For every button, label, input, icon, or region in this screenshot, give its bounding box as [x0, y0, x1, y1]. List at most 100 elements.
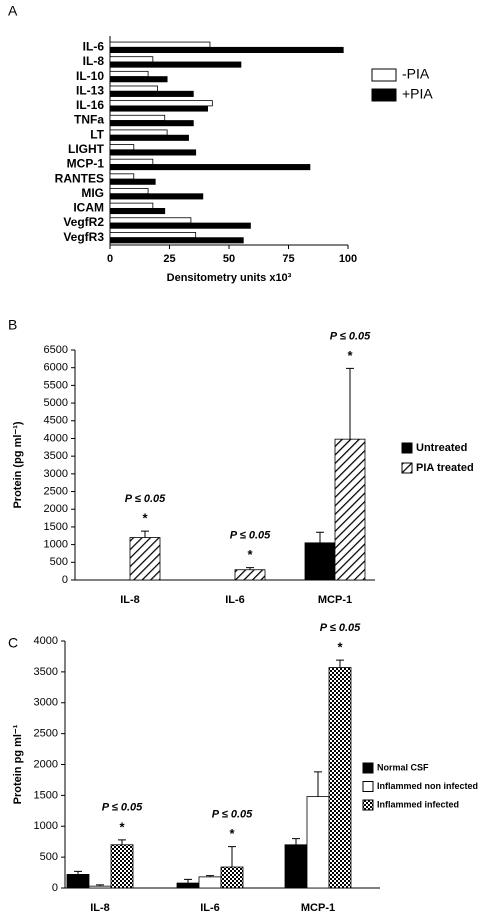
bar — [328, 667, 352, 889]
x-tick-label: MCP-1 — [318, 594, 352, 606]
bar — [109, 76, 168, 83]
bar — [109, 120, 194, 127]
error-bar — [141, 530, 149, 538]
bar — [109, 173, 135, 180]
y-tick-label: 5000 — [44, 397, 68, 409]
bar — [109, 178, 156, 185]
significance-star: * — [142, 511, 148, 526]
bar — [334, 438, 366, 581]
y-tick-label: 0 — [62, 574, 68, 586]
y-tick-label: 3000 — [34, 697, 58, 709]
bar — [109, 237, 244, 244]
bar — [109, 41, 211, 48]
x-tick-label: 100 — [339, 253, 357, 265]
y-tick-label: LIGHT — [68, 142, 105, 156]
x-tick-label: IL-8 — [120, 594, 140, 606]
y-axis-label: Protein (pg ml⁻¹) — [12, 421, 24, 508]
y-tick-label: 5500 — [44, 379, 68, 391]
error-bar — [292, 838, 300, 845]
legend-label: Untreated — [416, 442, 467, 454]
bar — [109, 202, 154, 209]
legend-label: +PIA — [402, 86, 433, 102]
error-bar — [314, 771, 322, 797]
bar — [109, 100, 213, 107]
y-tick-label: 4000 — [34, 635, 58, 647]
legend-label: Normal CSF — [377, 762, 429, 772]
error-bar — [96, 884, 104, 887]
y-tick-label: IL-6 — [83, 39, 105, 53]
legend-swatch — [362, 762, 374, 774]
y-tick-label: 2500 — [44, 485, 68, 497]
bar — [109, 188, 149, 195]
legend-swatch — [401, 442, 413, 454]
significance-label: P ≤ 0.05 — [102, 802, 143, 814]
bar — [109, 217, 192, 224]
bar — [234, 569, 266, 581]
error-bar — [336, 659, 344, 668]
y-tick-label: VegfR2 — [63, 215, 104, 229]
y-tick-label: 500 — [50, 556, 68, 568]
bar — [129, 537, 161, 581]
significance-star: * — [229, 826, 235, 841]
legend-label: Inflammed non infected — [377, 781, 478, 791]
y-tick-label: 6500 — [44, 344, 68, 356]
error-bar — [118, 839, 126, 845]
error-bar — [246, 567, 254, 570]
x-tick-label: IL-8 — [90, 902, 110, 914]
legend-swatch — [362, 781, 374, 792]
significance-star: * — [119, 819, 125, 834]
bar — [109, 56, 154, 63]
error-bar — [74, 870, 82, 875]
bar — [109, 222, 251, 229]
bar — [109, 61, 242, 68]
bar — [109, 134, 189, 141]
bar — [306, 796, 330, 889]
bar — [109, 149, 197, 156]
x-tick-label: 0 — [107, 253, 113, 265]
legend-label: PIA treated — [416, 462, 474, 474]
y-tick-label: 1000 — [44, 539, 68, 551]
error-bar — [184, 878, 192, 884]
legend-swatch — [362, 799, 374, 811]
error-bar — [228, 846, 236, 868]
bar — [198, 876, 222, 889]
y-tick-label: 1500 — [44, 521, 68, 533]
y-tick-label: TNFa — [74, 113, 104, 127]
y-tick-label: 1500 — [34, 789, 58, 801]
bar — [304, 542, 336, 581]
error-bar — [316, 531, 324, 543]
bar — [109, 114, 166, 121]
y-tick-label: 2000 — [44, 503, 68, 515]
x-tick-label: MCP-1 — [301, 902, 335, 914]
y-tick-label: RANTES — [55, 171, 104, 185]
y-tick-label: ICAM — [73, 201, 104, 215]
significance-star: * — [347, 348, 353, 363]
bar — [110, 844, 134, 889]
significance-label: P ≤ 0.05 — [320, 622, 361, 634]
y-tick-label: 3500 — [44, 450, 68, 462]
bar — [109, 70, 149, 78]
significance-label: P ≤ 0.05 — [212, 809, 253, 821]
y-tick-label: 3000 — [44, 468, 68, 480]
y-tick-label: 500 — [40, 851, 58, 863]
y-tick-label: 6000 — [44, 362, 68, 374]
significance-star: * — [337, 640, 343, 655]
y-tick-label: 0 — [52, 882, 58, 894]
panel-label: B — [8, 317, 17, 333]
bar — [109, 207, 166, 215]
x-tick-label: IL-6 — [225, 594, 245, 606]
significance-label: P ≤ 0.05 — [230, 530, 271, 542]
y-tick-label: 4000 — [44, 432, 68, 444]
x-tick-label: 50 — [223, 253, 235, 265]
bar — [109, 232, 197, 239]
y-tick-label: 3500 — [34, 666, 58, 678]
legend-swatch — [371, 68, 397, 82]
bar — [109, 85, 158, 92]
y-tick-label: 2500 — [34, 728, 58, 740]
bar — [88, 885, 112, 889]
y-tick-label: 4500 — [44, 415, 68, 427]
legend-swatch — [401, 462, 413, 474]
panel-label: A — [8, 3, 18, 19]
y-tick-label: MIG — [81, 186, 104, 200]
legend-label: -PIA — [402, 66, 430, 82]
